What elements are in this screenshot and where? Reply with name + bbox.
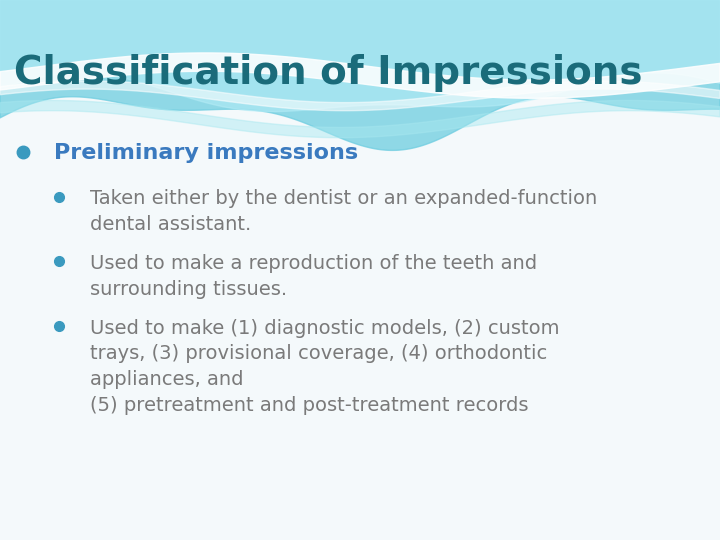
Text: Used to make a reproduction of the teeth and
surrounding tissues.: Used to make a reproduction of the teeth… <box>90 254 537 299</box>
Text: Preliminary impressions: Preliminary impressions <box>54 143 358 163</box>
Text: Used to make (1) diagnostic models, (2) custom
trays, (3) provisional coverage, : Used to make (1) diagnostic models, (2) … <box>90 319 559 415</box>
Text: Classification of Impressions: Classification of Impressions <box>14 54 643 92</box>
Text: Taken either by the dentist or an expanded-function
dental assistant.: Taken either by the dentist or an expand… <box>90 189 598 234</box>
